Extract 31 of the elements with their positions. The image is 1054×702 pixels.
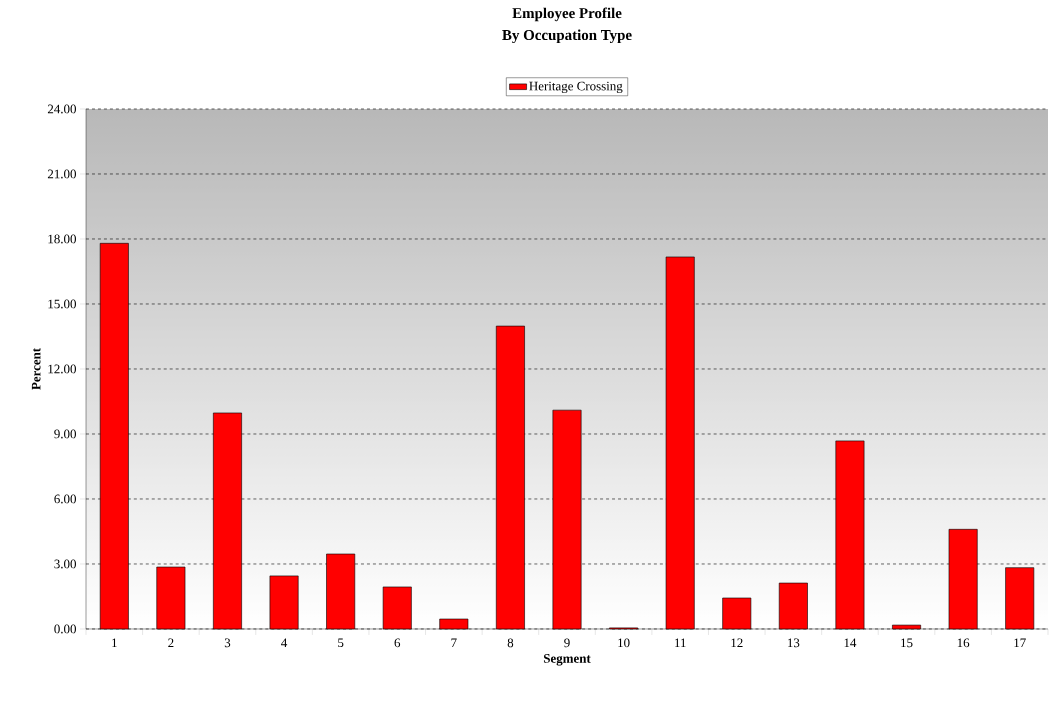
x-tick-label: 10 xyxy=(618,638,630,648)
chart-subtitle: By Occupation Type xyxy=(502,29,632,44)
x-axis-title: Segment xyxy=(543,654,591,666)
x-tick-label: 3 xyxy=(224,638,231,648)
chart-title: Employee Profile xyxy=(512,7,622,22)
x-tick-label: 5 xyxy=(338,638,344,648)
x-tick-label: 17 xyxy=(1014,638,1026,648)
x-tick-label: 15 xyxy=(901,638,913,648)
y-axis-title: Percent xyxy=(31,347,41,390)
y-tick-label: 0.00 xyxy=(54,624,76,634)
y-tick-label: 9.00 xyxy=(54,429,76,439)
x-tick-label: 7 xyxy=(451,638,457,647)
y-tick-label: 21.00 xyxy=(47,169,76,179)
y-tick-label: 3.00 xyxy=(54,559,76,569)
y-tick-label: 15.00 xyxy=(48,299,76,309)
y-tick-label: 18.00 xyxy=(48,234,76,244)
x-tick-label: 2 xyxy=(168,638,174,648)
y-tick-label: 12.00 xyxy=(48,364,76,374)
x-tick-label: 4 xyxy=(281,638,288,648)
x-tick-label: 12 xyxy=(731,638,743,648)
x-tick-label: 14 xyxy=(844,638,857,648)
y-tick-label: 6.00 xyxy=(54,494,76,504)
legend-label: Heritage Crossing xyxy=(529,81,623,94)
x-tick-label: 6 xyxy=(394,638,401,648)
x-tick-label: 9 xyxy=(564,638,570,648)
x-tick-label: 13 xyxy=(788,638,800,648)
y-tick-label: 24.00 xyxy=(47,104,76,114)
x-tick-label: 1 xyxy=(112,638,117,648)
x-tick-label: 11 xyxy=(675,638,686,648)
x-tick-label: 16 xyxy=(957,638,970,648)
x-tick-label: 8 xyxy=(507,638,514,648)
